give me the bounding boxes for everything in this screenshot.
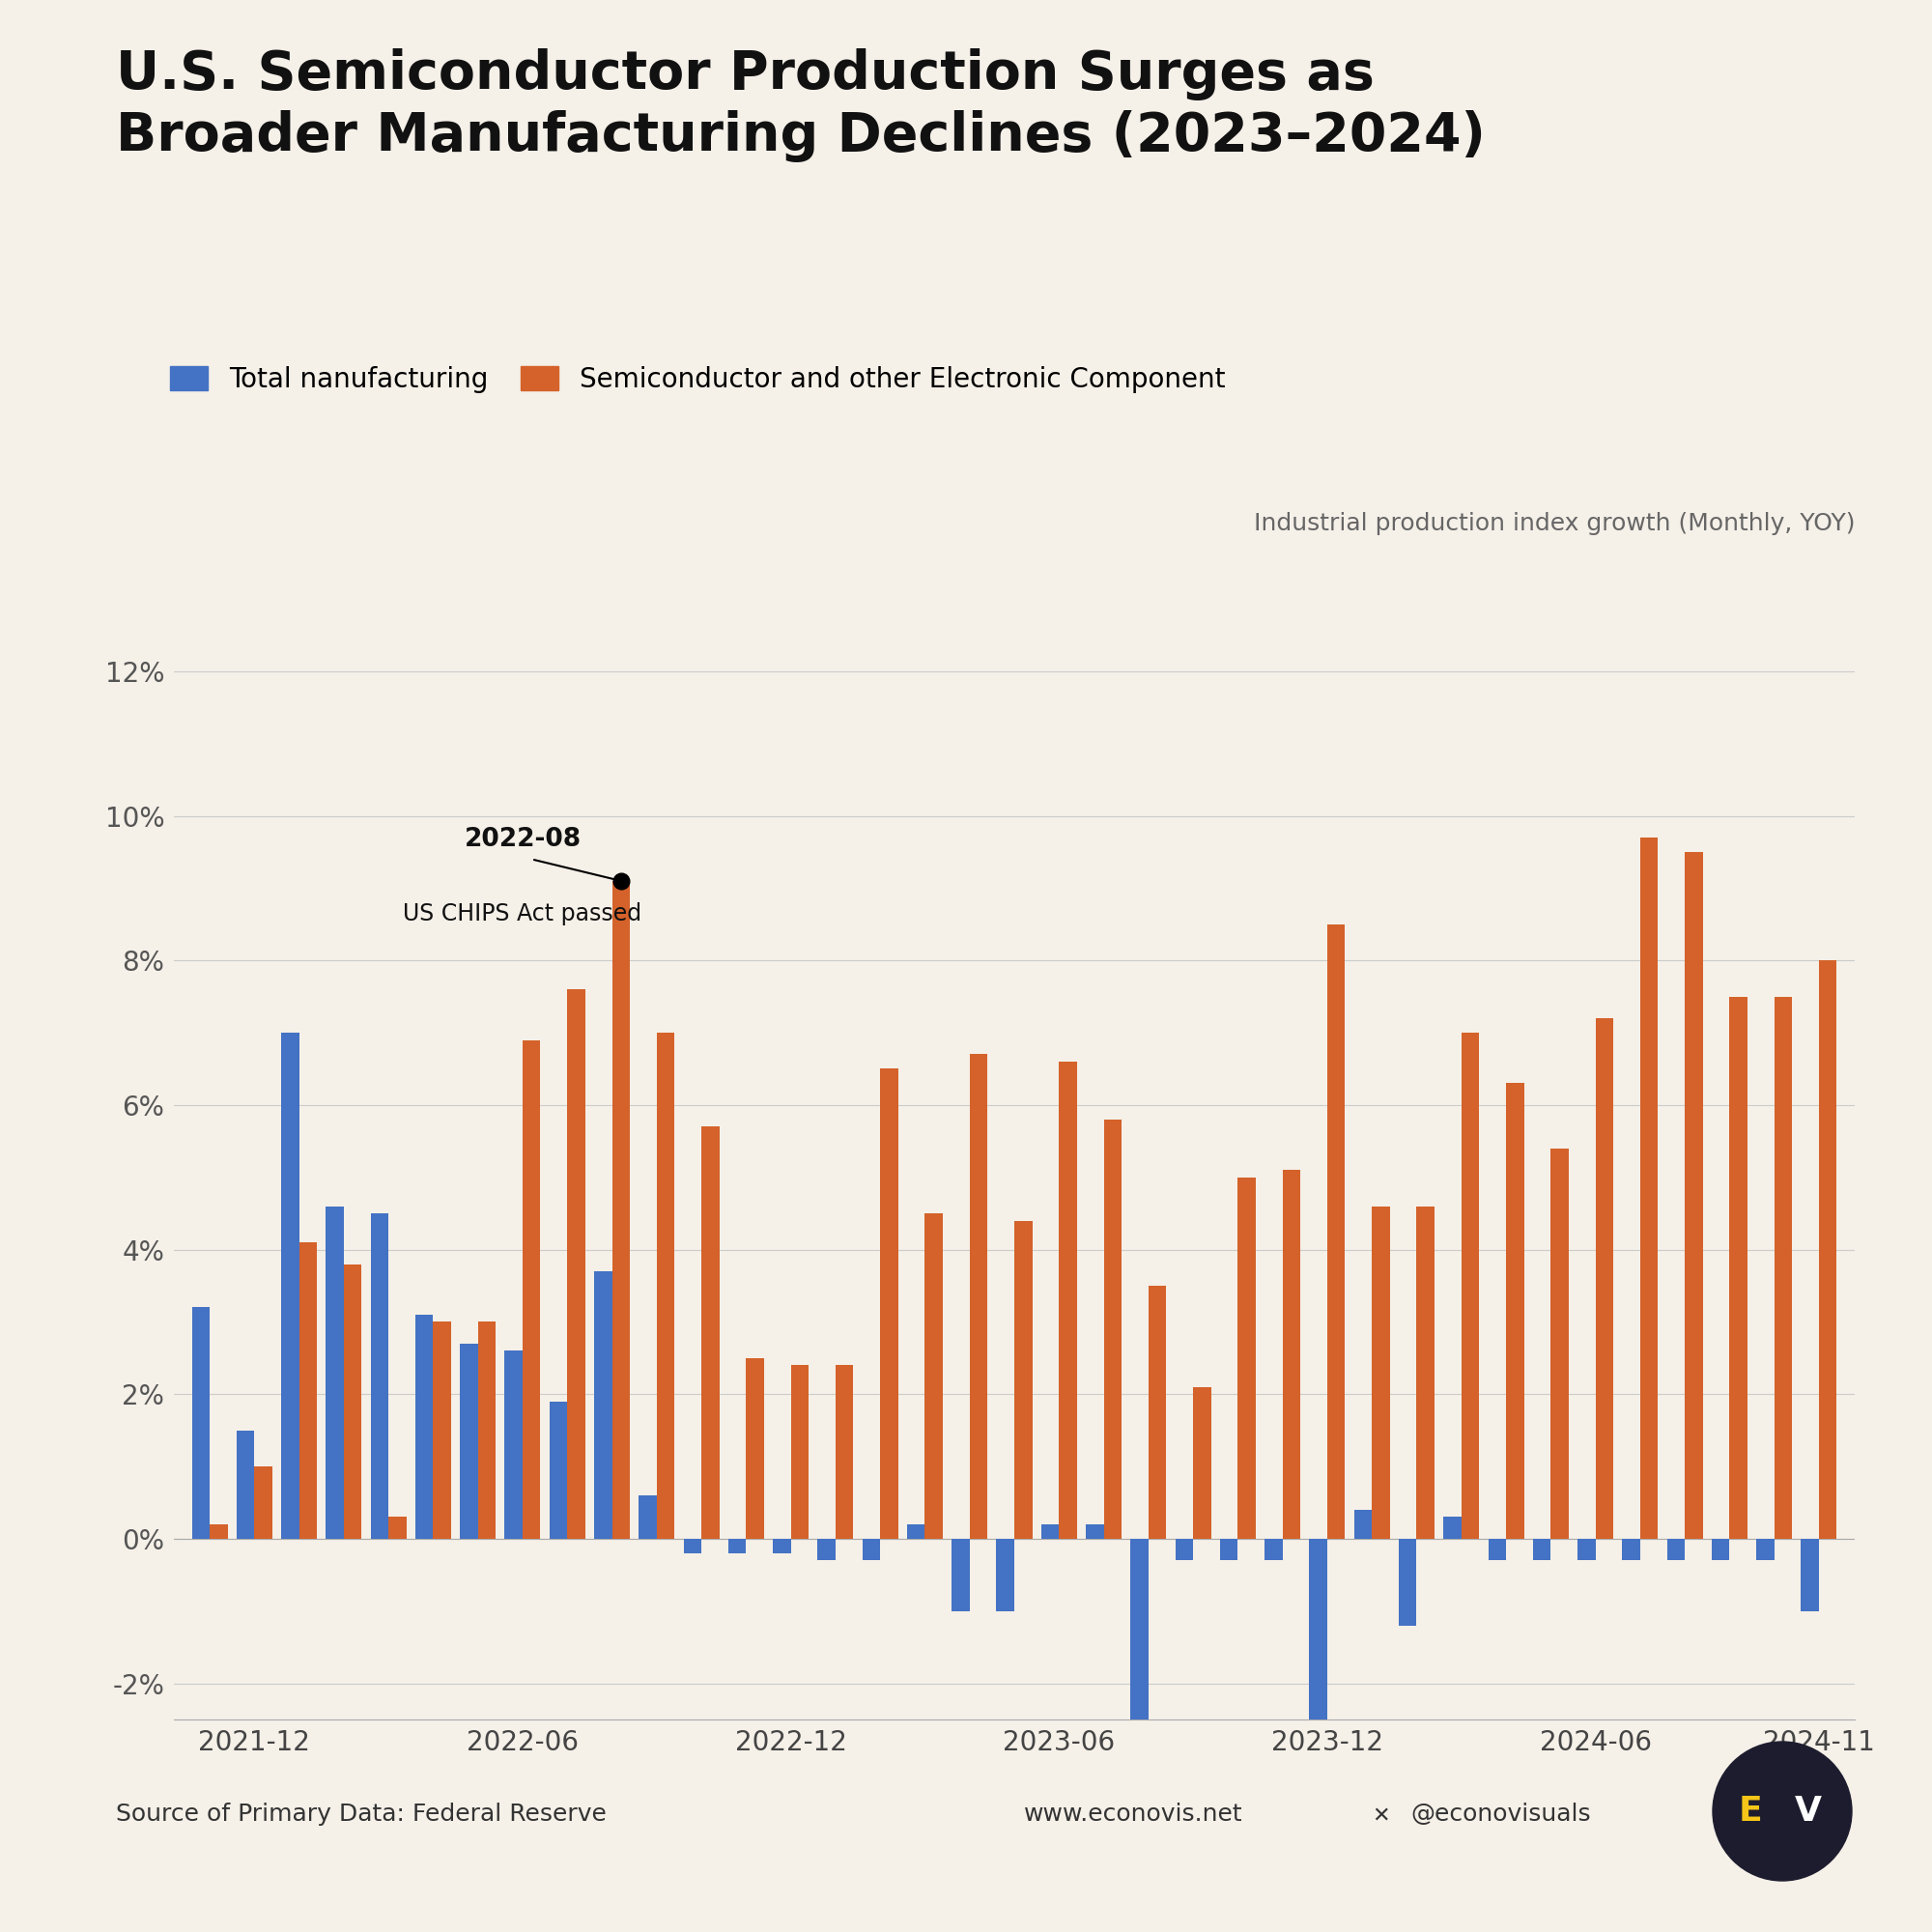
Circle shape xyxy=(1714,1743,1851,1882)
Bar xyxy=(1507,1084,1524,1538)
Bar xyxy=(549,1401,568,1538)
Bar xyxy=(282,1034,299,1538)
Bar xyxy=(1596,1018,1613,1538)
Bar xyxy=(1729,997,1747,1538)
Bar xyxy=(639,1495,657,1538)
Bar xyxy=(657,1034,674,1538)
Text: Industrial production index growth (Monthly, YOY): Industrial production index growth (Mont… xyxy=(1254,512,1855,535)
Text: 2022-08: 2022-08 xyxy=(464,827,582,852)
Bar xyxy=(477,1321,497,1538)
Bar xyxy=(1175,1538,1194,1561)
Bar xyxy=(728,1538,746,1553)
Text: US CHIPS Act passed: US CHIPS Act passed xyxy=(404,902,641,925)
Bar xyxy=(1194,1387,1211,1538)
Bar xyxy=(997,1538,1014,1611)
Bar xyxy=(388,1517,406,1538)
Bar xyxy=(1219,1538,1238,1561)
Bar xyxy=(211,1524,228,1538)
Bar xyxy=(1774,997,1793,1538)
Bar xyxy=(773,1538,790,1553)
Bar xyxy=(862,1538,881,1561)
Bar xyxy=(460,1343,477,1538)
Bar xyxy=(1578,1538,1596,1561)
Text: @econovisuals: @econovisuals xyxy=(1410,1803,1590,1826)
Bar xyxy=(1327,923,1345,1538)
Bar xyxy=(1310,1538,1327,1719)
Bar xyxy=(1086,1524,1103,1538)
Bar xyxy=(1354,1509,1372,1538)
Bar xyxy=(906,1524,925,1538)
Bar xyxy=(1685,852,1702,1538)
Bar xyxy=(1443,1517,1461,1538)
Text: E: E xyxy=(1739,1795,1762,1828)
Bar xyxy=(835,1366,854,1538)
Bar xyxy=(299,1242,317,1538)
Bar xyxy=(504,1350,522,1538)
Bar xyxy=(1130,1538,1148,1719)
Bar xyxy=(522,1039,541,1538)
Bar xyxy=(1014,1221,1032,1538)
Bar xyxy=(1238,1177,1256,1538)
Bar xyxy=(1488,1538,1507,1561)
Bar xyxy=(568,989,585,1538)
Bar xyxy=(1265,1538,1283,1561)
Bar xyxy=(1461,1034,1480,1538)
Bar xyxy=(746,1358,763,1538)
Bar xyxy=(1712,1538,1729,1561)
Bar xyxy=(1041,1524,1059,1538)
Bar xyxy=(415,1314,433,1538)
Bar xyxy=(1551,1148,1569,1538)
Bar xyxy=(1623,1538,1640,1561)
Bar xyxy=(433,1321,450,1538)
Bar xyxy=(1416,1206,1434,1538)
Legend: Total nanufacturing, Semiconductor and other Electronic Component: Total nanufacturing, Semiconductor and o… xyxy=(170,365,1225,392)
Bar xyxy=(327,1206,344,1538)
Bar xyxy=(1818,960,1837,1538)
Bar xyxy=(612,881,630,1538)
Bar xyxy=(191,1308,211,1538)
Bar xyxy=(701,1126,719,1538)
Text: V: V xyxy=(1795,1795,1822,1828)
Bar xyxy=(1399,1538,1416,1625)
Bar xyxy=(1532,1538,1551,1561)
Bar xyxy=(970,1055,987,1538)
Bar xyxy=(684,1538,701,1553)
Bar xyxy=(1283,1171,1300,1538)
Bar xyxy=(817,1538,835,1561)
Bar xyxy=(1756,1538,1774,1561)
Text: ✕: ✕ xyxy=(1372,1806,1389,1826)
Bar xyxy=(1059,1061,1076,1538)
Bar xyxy=(1103,1119,1122,1538)
Bar xyxy=(1640,837,1658,1538)
Bar xyxy=(344,1264,361,1538)
Bar xyxy=(371,1213,388,1538)
Text: www.econovis.net: www.econovis.net xyxy=(1024,1803,1242,1826)
Bar xyxy=(595,1271,612,1538)
Bar xyxy=(952,1538,970,1611)
Bar xyxy=(790,1366,810,1538)
Bar xyxy=(255,1466,272,1538)
Bar xyxy=(1372,1206,1389,1538)
Bar xyxy=(881,1068,898,1538)
Bar xyxy=(1801,1538,1818,1611)
Bar xyxy=(236,1430,255,1538)
Bar xyxy=(1667,1538,1685,1561)
Bar xyxy=(1148,1285,1167,1538)
Text: U.S. Semiconductor Production Surges as
Broader Manufacturing Declines (2023–202: U.S. Semiconductor Production Surges as … xyxy=(116,48,1486,162)
Text: Source of Primary Data: Federal Reserve: Source of Primary Data: Federal Reserve xyxy=(116,1803,607,1826)
Bar xyxy=(925,1213,943,1538)
